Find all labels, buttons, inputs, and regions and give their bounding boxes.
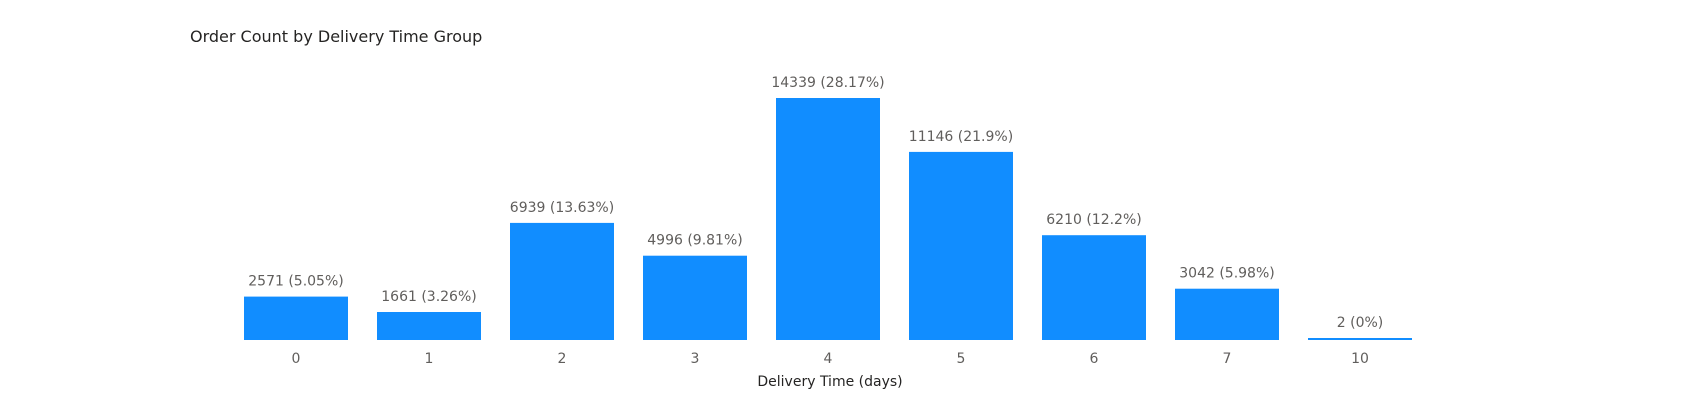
data-labels-group: 2571 (5.05%) 1661 (3.26%) 6939 (13.63%) 499…: [248, 75, 1383, 331]
x-axis-title: Delivery Time (days): [757, 374, 902, 390]
bars-group: [244, 98, 1412, 340]
x-tick-label-7: 7: [1223, 351, 1232, 367]
x-tick-label-3: 3: [691, 351, 700, 367]
x-axis-ticks: 0 1 2 3 4 5 6 7 10: [292, 351, 1369, 367]
data-label-3: 4996 (9.81%): [647, 233, 742, 249]
bar-5[interactable]: [909, 151, 1013, 340]
data-label-4: 14339 (28.17%): [771, 75, 884, 91]
data-label-2: 6939 (13.63%): [510, 200, 614, 216]
x-tick-label-2: 2: [558, 351, 567, 367]
x-tick-label-0: 0: [292, 351, 301, 367]
x-tick-label-5: 5: [957, 351, 966, 367]
data-label-1: 1661 (3.26%): [381, 289, 476, 305]
x-tick-label-6: 6: [1090, 351, 1099, 367]
bar-10[interactable]: [1308, 338, 1412, 340]
bar-1[interactable]: [377, 312, 481, 340]
x-tick-label-4: 4: [824, 351, 833, 367]
data-label-5: 11146 (21.9%): [909, 129, 1013, 145]
data-label-10: 2 (0%): [1337, 315, 1384, 331]
bar-6[interactable]: [1042, 235, 1146, 340]
bar-0[interactable]: [244, 296, 348, 340]
data-label-6: 6210 (12.2%): [1046, 212, 1141, 228]
x-tick-label-1: 1: [425, 351, 434, 367]
x-tick-label-10: 10: [1351, 351, 1369, 367]
bar-4[interactable]: [776, 98, 880, 340]
bar-3[interactable]: [643, 255, 747, 340]
data-label-7: 3042 (5.98%): [1179, 266, 1274, 282]
data-label-0: 2571 (5.05%): [248, 274, 343, 290]
bar-2[interactable]: [510, 222, 614, 340]
chart-title: Order Count by Delivery Time Group: [190, 27, 483, 46]
bar-7[interactable]: [1175, 288, 1279, 340]
